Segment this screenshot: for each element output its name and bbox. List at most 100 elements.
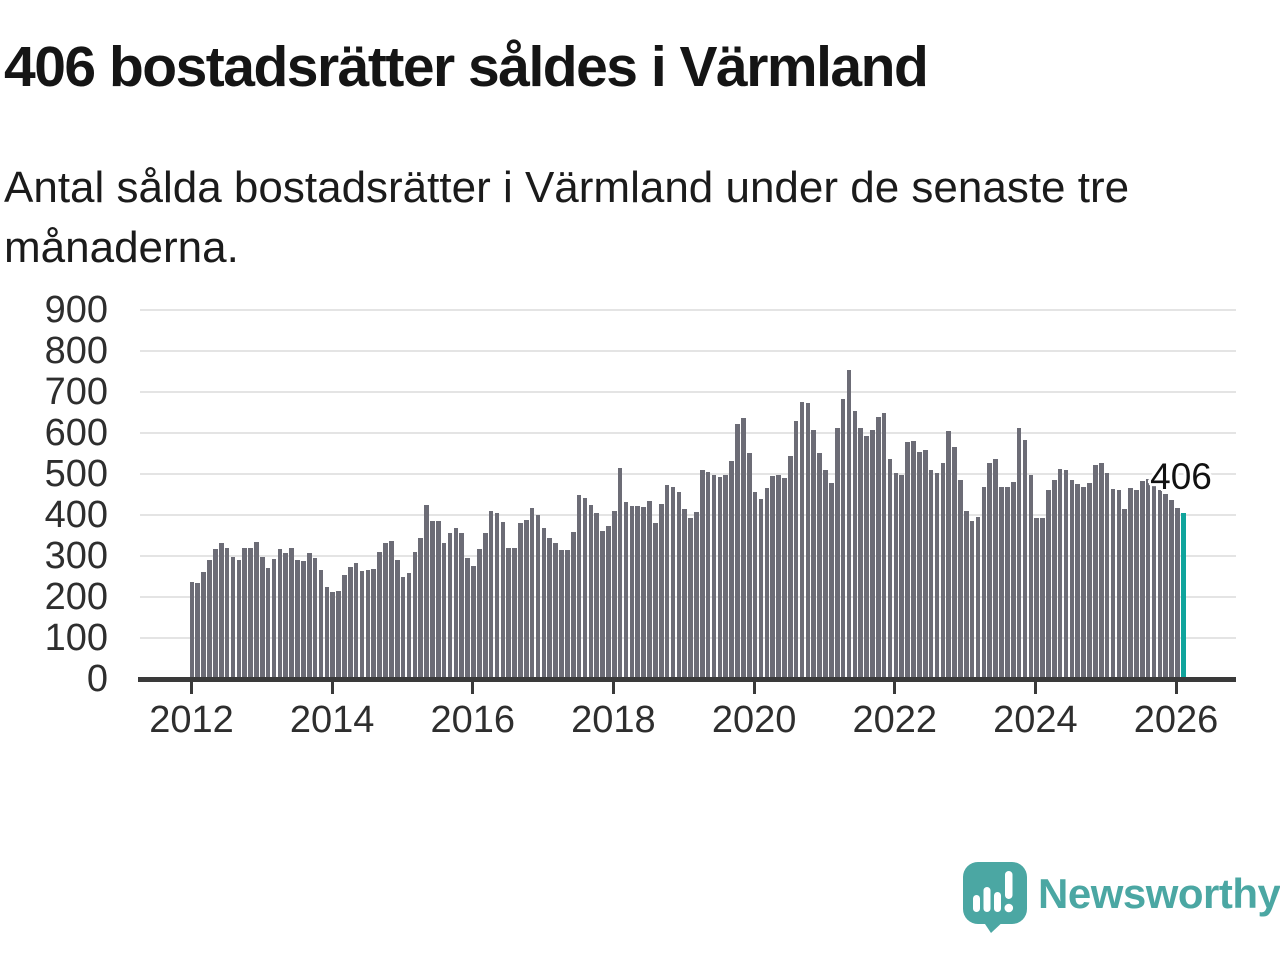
bar: [394, 560, 400, 679]
bar: [477, 549, 482, 679]
bar: [1110, 489, 1116, 679]
bar: [265, 568, 271, 679]
bar: [1022, 439, 1028, 679]
bar: [1075, 484, 1081, 679]
bar: [201, 571, 206, 679]
bar: [377, 551, 382, 679]
bar: [224, 548, 230, 679]
bar: [917, 452, 922, 679]
bar: [518, 523, 523, 679]
x-axis-label: 2020: [711, 699, 797, 741]
bar: [529, 507, 535, 679]
bar: [887, 458, 893, 679]
bar: [658, 504, 664, 679]
bar: [999, 487, 1004, 679]
bar: [1098, 463, 1104, 679]
bar: [1057, 469, 1063, 679]
bar: [694, 511, 699, 679]
bar: [928, 469, 934, 679]
bar: [371, 569, 377, 679]
newsworthy-logo: [962, 861, 1028, 933]
bar: [1139, 480, 1145, 679]
bar: [975, 516, 981, 679]
bar: [218, 542, 224, 679]
bar: [289, 548, 294, 679]
y-axis-label: 300: [44, 535, 108, 577]
y-axis-label: 600: [44, 412, 108, 454]
x-axis-tick: [330, 681, 334, 694]
bar: [735, 423, 740, 679]
bar: [383, 543, 388, 679]
bar: [430, 521, 435, 679]
bar: [506, 548, 511, 679]
bar: [711, 475, 717, 679]
bar: [758, 498, 764, 679]
bar: [412, 551, 418, 679]
bar: [969, 521, 975, 679]
bar: [1081, 486, 1086, 679]
bar: [922, 450, 928, 679]
bar: [987, 462, 993, 679]
bar: [805, 403, 811, 679]
bar: [717, 477, 723, 679]
bar: [770, 476, 775, 679]
bar: [641, 506, 646, 679]
x-axis-label: 2018: [571, 699, 656, 741]
bar: [776, 475, 781, 679]
gridline: [140, 309, 1236, 311]
bar: [787, 455, 793, 679]
bar: [934, 473, 940, 679]
bar: [940, 463, 946, 679]
bar: [441, 543, 447, 679]
bar: [230, 557, 236, 679]
x-axis-label: 2024: [993, 699, 1078, 741]
bar: [236, 560, 242, 679]
bar: [189, 581, 195, 679]
bar: [676, 491, 682, 679]
bar: [523, 519, 529, 679]
bar: [582, 498, 588, 679]
bar: [1051, 480, 1057, 679]
bar: [864, 435, 869, 679]
bar: [576, 494, 582, 679]
bar: [852, 410, 858, 679]
bar: [324, 586, 330, 679]
bar: [617, 468, 623, 679]
bar: [259, 556, 265, 679]
bar: [1163, 494, 1169, 679]
x-axis-label: 2026: [1133, 699, 1219, 741]
bar: [406, 573, 412, 679]
bar: [946, 430, 951, 679]
bar: [295, 560, 300, 679]
bar: [1128, 488, 1133, 679]
bar: [829, 483, 834, 679]
bar: [846, 369, 852, 679]
bar: [535, 515, 541, 679]
bar: [459, 533, 465, 679]
chart-subtitle: Antal sålda bostadsrätter i Värmland und…: [4, 163, 1130, 272]
bar: [447, 533, 453, 679]
bar: [1087, 483, 1092, 679]
bar: [359, 570, 365, 679]
bar: [834, 428, 840, 679]
bar: [688, 518, 693, 679]
chart-title: 406 bostadsrätter såldes i Värmland: [4, 35, 929, 99]
bar: [952, 447, 957, 679]
bar: [1145, 478, 1151, 679]
gridline: [140, 514, 1236, 516]
last-value-annotation: 406: [1150, 456, 1212, 497]
bar: [283, 553, 289, 679]
bar: [1151, 478, 1157, 679]
bar: [1010, 481, 1016, 679]
bar: [1093, 464, 1098, 679]
bar: [899, 474, 905, 679]
bar: [242, 547, 247, 679]
y-axis-label: 900: [44, 289, 108, 331]
gridline: [140, 432, 1236, 434]
bar: [611, 510, 617, 679]
x-axis-label: 2012: [149, 699, 234, 741]
bar: [1028, 475, 1034, 679]
gridline: [140, 350, 1236, 352]
bar: [793, 420, 799, 679]
